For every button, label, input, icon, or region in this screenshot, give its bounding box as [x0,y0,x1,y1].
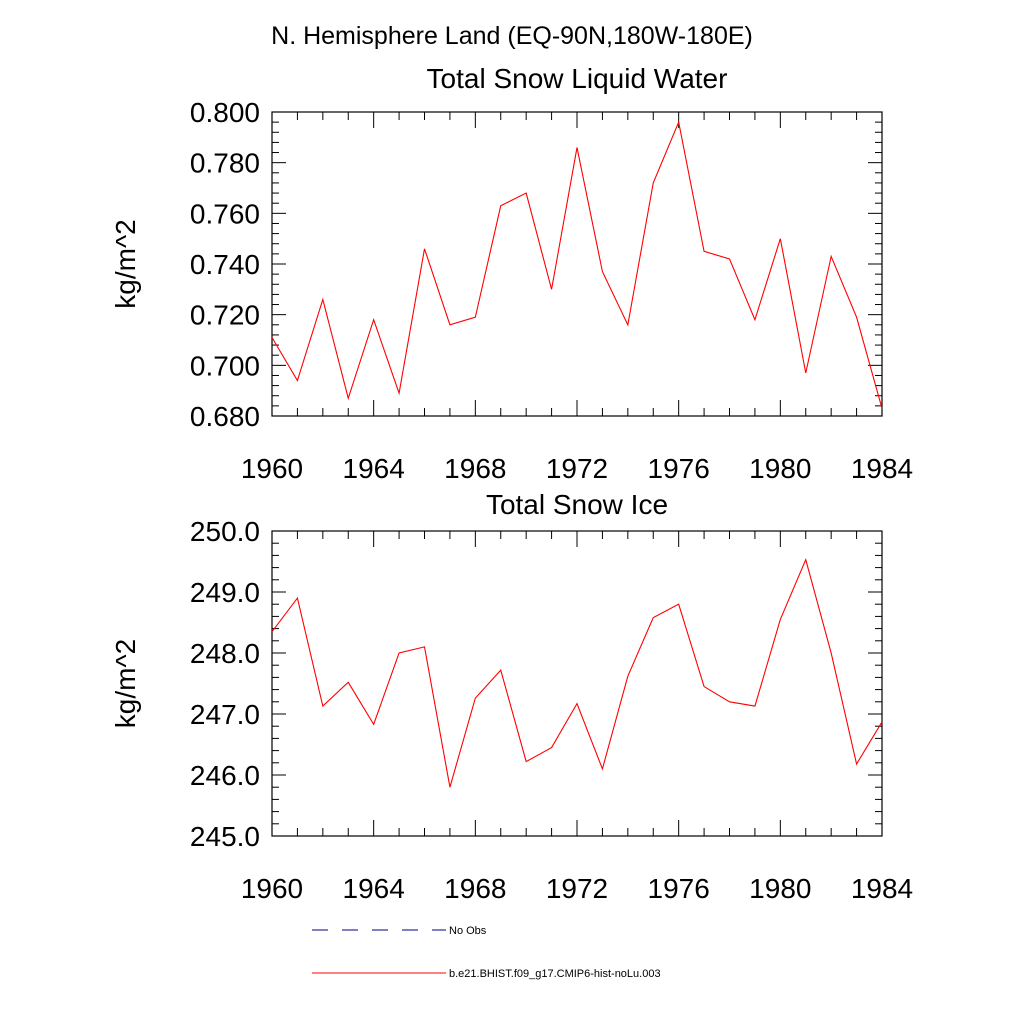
y-tick-label: 250.0 [190,516,260,547]
y-tick-label: 0.780 [190,148,260,179]
figure-title: N. Hemisphere Land (EQ-90N,180W-180E) [271,22,753,50]
series-line-1 [271,120,883,409]
y-tick-label: 0.800 [190,97,260,128]
x-tick-label: 1976 [648,453,710,484]
y-tick-label: 247.0 [190,699,260,730]
y-tick-label: 0.720 [190,300,260,331]
x-tick-label: 1972 [546,453,608,484]
chart-title: Total Snow Liquid Water [427,63,728,94]
series-line-1 [271,557,883,788]
legend: No Obs b.e21.BHIST.f09_g17.CMIP6-hist-noL… [312,925,661,980]
chart-title: Total Snow Ice [486,489,668,520]
x-tick-label: 1968 [444,873,506,904]
y-tick-label: 0.680 [190,401,260,432]
x-tick-label: 1980 [749,453,811,484]
x-tick-label: 1972 [546,873,608,904]
legend-label-2: b.e21.BHIST.f09_g17.CMIP6-hist-noLu.003 [449,968,661,980]
x-tick-label: 1960 [241,873,303,904]
x-tick-label: 1980 [749,873,811,904]
y-axis-label: kg/m^2 [110,219,141,308]
y-tick-label: 0.740 [190,249,260,280]
x-tick-label: 1964 [343,873,405,904]
plot-frame [271,111,883,417]
x-tick-label: 1964 [343,453,405,484]
y-tick-label: 245.0 [190,821,260,852]
x-tick-label: 1960 [241,453,303,484]
x-tick-label: 1984 [851,453,913,484]
y-tick-label: 0.760 [190,198,260,229]
y-axis-label: kg/m^2 [110,639,141,728]
y-tick-label: 246.0 [190,760,260,791]
y-tick-label: 0.700 [190,350,260,381]
y-tick-label: 248.0 [190,638,260,669]
chart-panel-2: Total Snow Ice kg/m^2 1960 1964 1968 1972 1976… [110,489,913,904]
x-tick-label: 1976 [648,873,710,904]
x-tick-label: 1968 [444,453,506,484]
plot-frame [271,530,883,837]
plots: Total Snow Liquid Water kg/m^2 1960 1964 196… [110,63,913,904]
chart-panel-1: Total Snow Liquid Water kg/m^2 1960 1964 196… [110,63,913,484]
legend-label-1: No Obs [449,925,487,937]
x-tick-label: 1984 [851,873,913,904]
y-tick-label: 249.0 [190,577,260,608]
